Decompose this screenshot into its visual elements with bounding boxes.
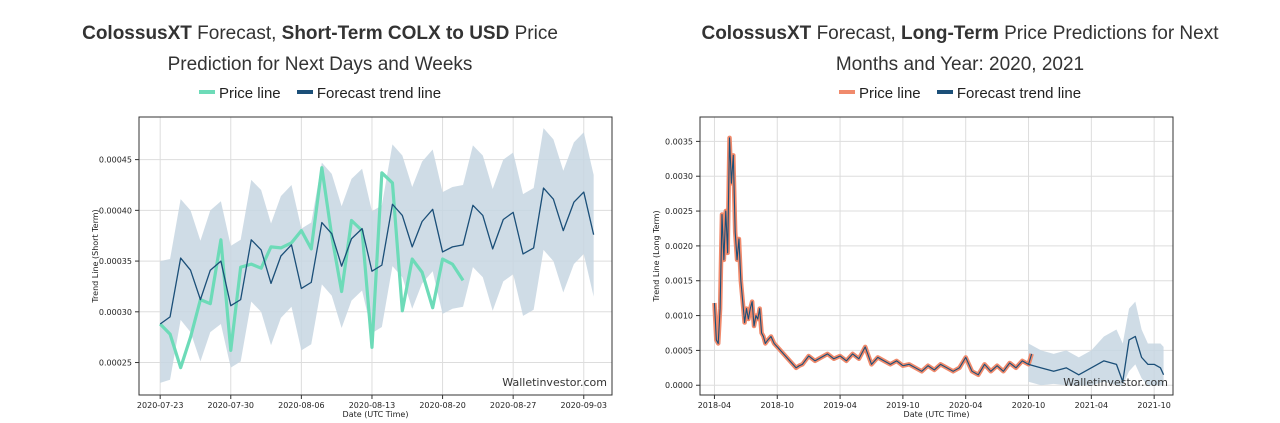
y-tick-label: 0.0000 bbox=[665, 381, 693, 390]
y-tick-label: 0.00025 bbox=[99, 359, 132, 368]
legend: Price line Forecast trend line bbox=[0, 85, 640, 102]
watermark: Walletinvestor.com bbox=[1063, 376, 1168, 389]
x-tick-label: 2019-10 bbox=[886, 401, 919, 410]
confidence-band bbox=[1028, 301, 1164, 386]
forecast-swatch bbox=[296, 90, 313, 95]
title-part: ColossusXT bbox=[82, 23, 192, 44]
title-part: Price bbox=[509, 23, 558, 44]
legend: Price line Forecast trend line bbox=[640, 85, 1280, 102]
x-tick-label: 2021-04 bbox=[1075, 401, 1108, 410]
title-part: Months and Year: 2020, 2021 bbox=[835, 54, 1085, 75]
plot-frame bbox=[138, 116, 613, 396]
x-tick-label: 2020-09-03 bbox=[561, 401, 608, 410]
title-part: Forecast, bbox=[191, 23, 282, 44]
legend-label: Forecast trend line bbox=[956, 85, 1082, 102]
y-tick-label: 0.0010 bbox=[665, 312, 693, 321]
y-tick-label: 0.0020 bbox=[665, 242, 693, 251]
x-tick-label: 2020-07-30 bbox=[208, 401, 255, 410]
x-tick-label: 2020-08-20 bbox=[419, 401, 466, 410]
legend-label: Forecast trend line bbox=[316, 85, 442, 102]
y-tick-label: 0.00035 bbox=[99, 257, 132, 266]
forecast-trend-line bbox=[159, 187, 595, 325]
y-tick-label: 0.0035 bbox=[665, 137, 693, 146]
legend-label: Price line bbox=[218, 85, 281, 102]
forecast-trend-line bbox=[1028, 335, 1165, 383]
legend-item-forecast: Forecast trend line bbox=[296, 85, 442, 102]
price-swatch bbox=[198, 90, 215, 95]
y-tick-label: 0.00030 bbox=[99, 308, 132, 317]
x-tick-label: 2018-10 bbox=[761, 401, 794, 410]
long-term-panel: ColossusXT Forecast, Long-Term Price Pre… bbox=[640, 0, 1280, 423]
x-tick-label: 2020-07-23 bbox=[137, 401, 184, 410]
x-tick-label: 2019-04 bbox=[823, 401, 856, 410]
price-swatch bbox=[838, 90, 855, 95]
y-tick-label: 0.00045 bbox=[99, 156, 132, 165]
legend-label: Price line bbox=[858, 85, 921, 102]
x-axis-label: Date (UTC Time) bbox=[343, 410, 409, 419]
x-tick-label: 2020-08-06 bbox=[278, 401, 325, 410]
title-part: Long-Term bbox=[901, 23, 999, 44]
price-line bbox=[712, 135, 1034, 378]
title-part: ColossusXT bbox=[701, 23, 812, 44]
price-trend-overlay bbox=[713, 137, 1033, 376]
y-axis-label: Trend Line (Short Term) bbox=[91, 209, 100, 303]
x-axis-label: Date (UTC Time) bbox=[904, 410, 970, 419]
title-part: Short-Term COLX to USD bbox=[281, 23, 510, 44]
long-term-chart: 0.0000 0.0005 0.0010 0.0015 0.0020 0.0025 0.00… bbox=[652, 116, 1174, 419]
title-part: Prediction for Next Days and Weeks bbox=[167, 54, 473, 75]
price-line bbox=[159, 166, 465, 370]
legend-item-forecast: Forecast trend line bbox=[936, 85, 1082, 102]
y-tick-label: 0.0030 bbox=[665, 172, 693, 181]
x-tick-label: 2020-10 bbox=[1012, 401, 1045, 410]
x-tick-label: 2020-08-27 bbox=[490, 401, 537, 410]
x-tick-label: 2020-04 bbox=[949, 401, 982, 410]
legend-item-price: Price line bbox=[198, 85, 281, 102]
plot-frame bbox=[699, 116, 1174, 396]
watermark: Walletinvestor.com bbox=[502, 376, 607, 389]
y-tick-label: 0.0015 bbox=[665, 277, 693, 286]
y-tick-label: 0.0005 bbox=[665, 346, 693, 355]
y-tick-label: 0.0025 bbox=[665, 207, 693, 216]
chart-title: ColossusXT Forecast, Long-Term Price Pre… bbox=[640, 18, 1280, 80]
legend-item-price: Price line bbox=[838, 85, 921, 102]
short-term-panel: ColossusXT Forecast, Short-Term COLX to … bbox=[0, 18, 640, 419]
x-tick-label: 2021-10 bbox=[1137, 401, 1170, 410]
title-part: Price Predictions for Next bbox=[998, 23, 1219, 44]
title-part: Forecast, bbox=[811, 23, 902, 44]
x-tick-label: 2018-04 bbox=[698, 401, 731, 410]
chart-title: ColossusXT Forecast, Short-Term COLX to … bbox=[0, 18, 640, 80]
y-tick-label: 0.00040 bbox=[99, 206, 132, 215]
x-tick-label: 2020-08-13 bbox=[349, 401, 396, 410]
forecast-swatch bbox=[936, 90, 953, 95]
y-axis-label: Trend Line (Long Term) bbox=[652, 210, 661, 302]
short-term-chart: 0.00025 0.00030 0.00035 0.00040 0.00045 2020-… bbox=[91, 116, 613, 419]
